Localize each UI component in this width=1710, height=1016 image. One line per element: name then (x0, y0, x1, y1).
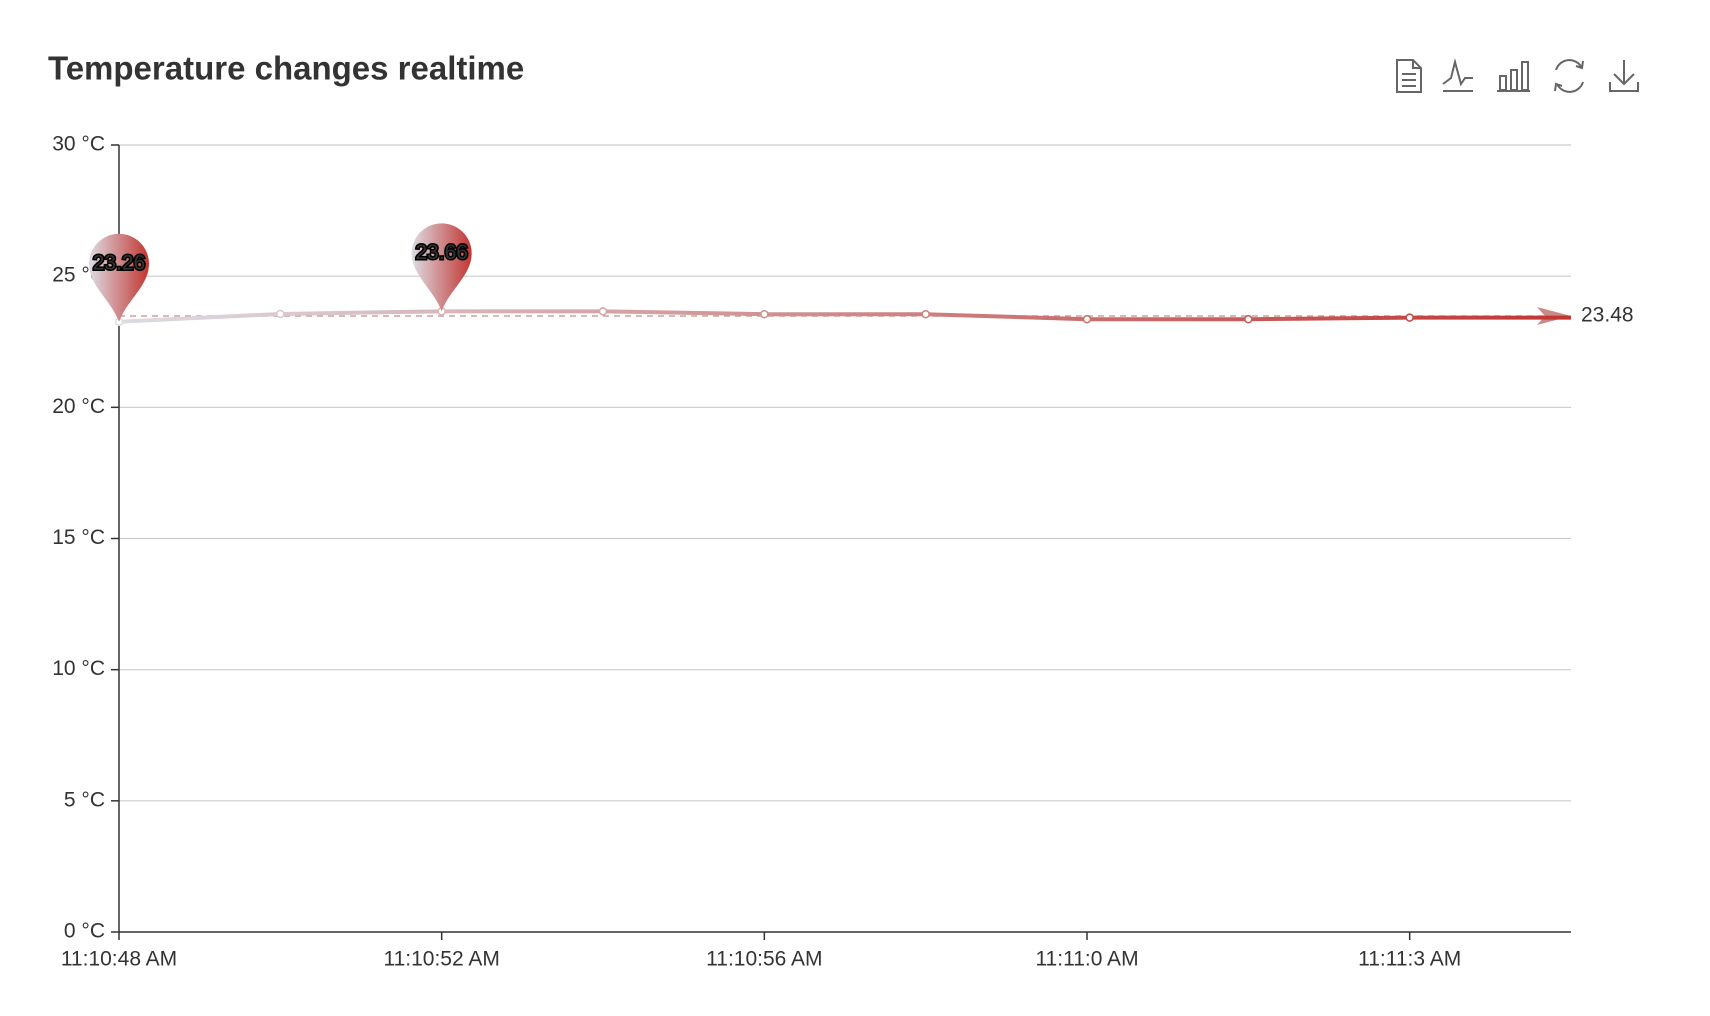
point (1244, 314, 1253, 324)
y-tick-label: 5 °C (64, 788, 105, 811)
y-tick-label: 10 °C (52, 657, 105, 680)
mark-point-pin (89, 233, 149, 322)
average-label: 23.48 (1581, 304, 1634, 327)
x-tick-label: 11:10:48 AM (61, 948, 177, 971)
mark-point-label: 23.26 (93, 251, 146, 274)
point (1405, 313, 1414, 322)
y-tick-label: 30 °C (52, 133, 105, 156)
x-tick-label: 11:11:3 AM (1358, 948, 1461, 971)
y-tick-label: 0 °C (64, 920, 105, 943)
restore-button[interactable] (1554, 59, 1584, 93)
line-chart-button[interactable] (1442, 58, 1473, 92)
point (1082, 314, 1092, 324)
bar-chart-button[interactable] (1497, 61, 1530, 92)
y-tick-label: 15 °C (52, 526, 105, 549)
x-tick-label: 11:10:56 AM (706, 948, 822, 971)
mark-point-pin (411, 223, 472, 312)
point (921, 309, 930, 319)
toolbox (1396, 58, 1639, 93)
data-view-button[interactable] (1396, 59, 1422, 93)
x-tick-label: 11:11:0 AM (1035, 948, 1138, 971)
point (598, 307, 608, 316)
point (276, 309, 285, 319)
x-tick-label: 11:10:52 AM (383, 948, 499, 971)
mark-point-label: 23.66 (415, 241, 468, 264)
y-tick-label: 20 °C (52, 395, 105, 418)
line (118, 309, 1571, 324)
point (760, 309, 769, 319)
chart-title: Temperature changes realtime (48, 50, 524, 87)
save-image-button[interactable] (1609, 60, 1639, 92)
